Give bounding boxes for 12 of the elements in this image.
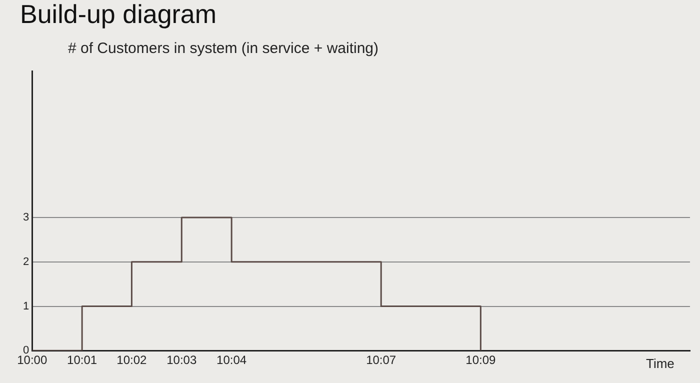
x-tick-label: 10:04 bbox=[216, 353, 247, 368]
x-tick-label: 10:03 bbox=[166, 353, 197, 368]
x-tick-label: 10:01 bbox=[67, 353, 98, 368]
y-tick-label: 1 bbox=[22, 300, 30, 312]
y-axis-title: # of Customers in system (in service + waiting) bbox=[68, 40, 379, 57]
x-tick-label: 10:09 bbox=[466, 353, 496, 368]
x-tick-label: 10:02 bbox=[116, 353, 148, 368]
x-tick-label: 10:07 bbox=[366, 353, 396, 368]
chart-title: Build-up diagram bbox=[20, 0, 217, 29]
y-tick-label: 2 bbox=[22, 256, 30, 268]
y-tick-label: 3 bbox=[22, 212, 30, 224]
x-axis-title: Time bbox=[646, 356, 674, 371]
